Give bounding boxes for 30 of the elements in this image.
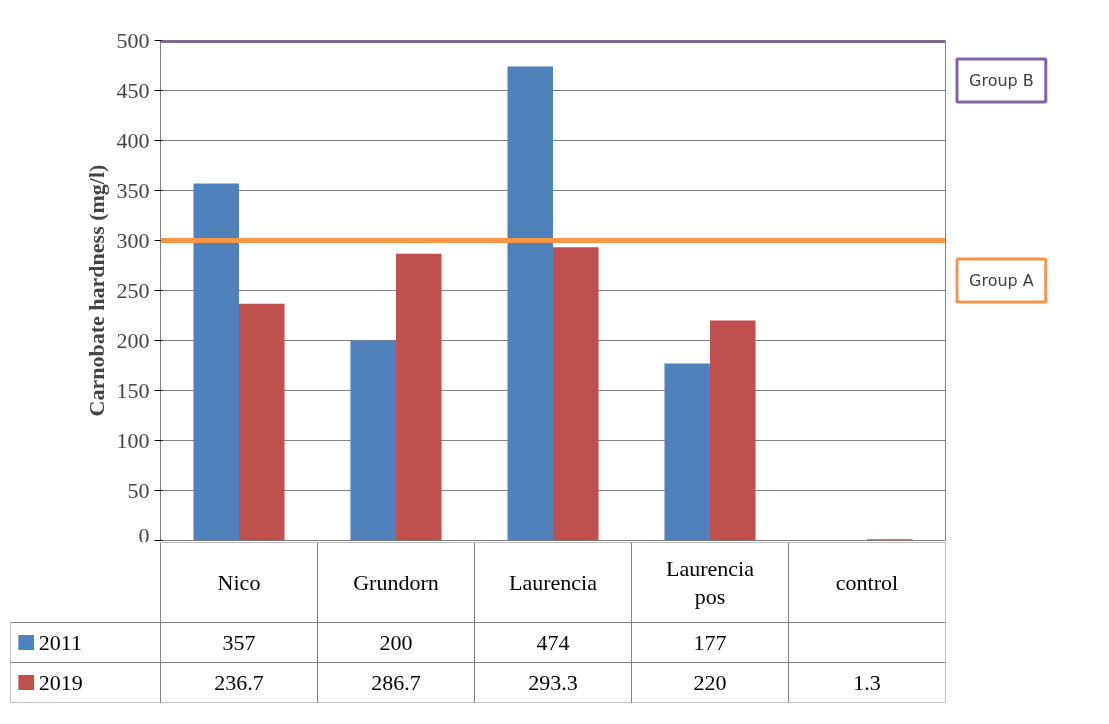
y-tick-label: 0	[138, 522, 150, 548]
legend-label: 2019	[38, 669, 83, 695]
x-tick-label: Nico	[217, 570, 261, 595]
data-label: 177	[693, 629, 727, 655]
x-tick-label: control	[835, 570, 899, 595]
y-tick-label: 100	[116, 427, 150, 453]
y-tick-label: 150	[116, 377, 150, 403]
x-tick-label: Laurencia pos	[666, 556, 755, 609]
ref-line-label: Group B	[969, 71, 1034, 90]
data-label: 200	[379, 629, 413, 655]
legend-label: 2011	[38, 629, 82, 655]
y-tick-label: 400	[116, 127, 150, 153]
y-tick-label: 500	[116, 27, 150, 53]
data-label: 357	[222, 629, 256, 655]
y-tick-label: 50	[127, 477, 150, 503]
data-label: 1.3	[853, 669, 881, 695]
x-tick-label: Laurencia	[509, 570, 598, 595]
x-tick-label: Grundorn	[353, 570, 439, 595]
data-label: 286.7	[371, 669, 421, 695]
data-label: 474	[536, 629, 570, 655]
y-tick-label: 350	[116, 177, 150, 203]
data-label: 293.3	[528, 669, 578, 695]
ref-line-label: Group A	[969, 271, 1034, 290]
y-tick-label: 200	[116, 327, 150, 353]
data-label: 220	[693, 669, 727, 695]
data-label: 236.7	[214, 669, 264, 695]
y-tick-label: 300	[116, 227, 150, 253]
y-tick-label: 250	[116, 277, 150, 303]
y-tick-label: 450	[116, 77, 150, 103]
y-axis-title: Carnobate hardness (mg/l)	[83, 164, 109, 417]
